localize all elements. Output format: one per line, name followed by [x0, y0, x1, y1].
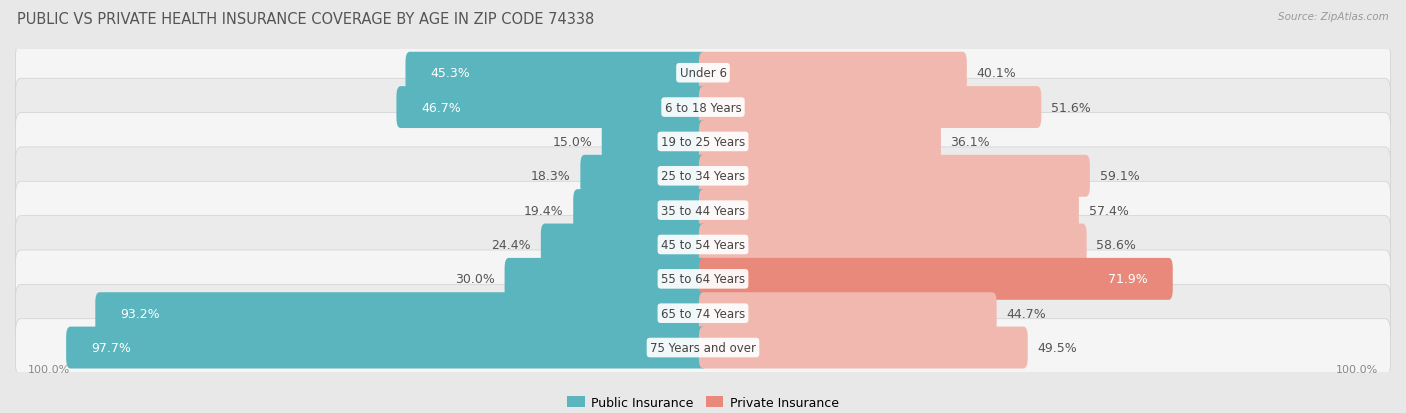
FancyBboxPatch shape	[505, 258, 707, 300]
Text: 40.1%: 40.1%	[977, 67, 1017, 80]
Text: 49.5%: 49.5%	[1038, 341, 1077, 354]
Text: 93.2%: 93.2%	[120, 307, 160, 320]
FancyBboxPatch shape	[699, 292, 997, 335]
Text: 55 to 64 Years: 55 to 64 Years	[661, 273, 745, 286]
FancyBboxPatch shape	[96, 292, 707, 335]
FancyBboxPatch shape	[699, 327, 1028, 369]
Text: 35 to 44 Years: 35 to 44 Years	[661, 204, 745, 217]
FancyBboxPatch shape	[15, 45, 1391, 102]
Text: 18.3%: 18.3%	[531, 170, 571, 183]
Text: 97.7%: 97.7%	[91, 341, 131, 354]
Text: 71.9%: 71.9%	[1108, 273, 1147, 286]
Text: 19.4%: 19.4%	[524, 204, 564, 217]
Text: 15.0%: 15.0%	[553, 135, 592, 149]
FancyBboxPatch shape	[66, 327, 707, 369]
FancyBboxPatch shape	[699, 121, 941, 163]
FancyBboxPatch shape	[699, 87, 1042, 129]
FancyBboxPatch shape	[581, 155, 707, 197]
FancyBboxPatch shape	[15, 319, 1391, 377]
FancyBboxPatch shape	[699, 224, 1087, 266]
FancyBboxPatch shape	[699, 190, 1078, 232]
Text: Source: ZipAtlas.com: Source: ZipAtlas.com	[1278, 12, 1389, 22]
FancyBboxPatch shape	[15, 182, 1391, 240]
Text: Under 6: Under 6	[679, 67, 727, 80]
FancyBboxPatch shape	[602, 121, 707, 163]
FancyBboxPatch shape	[15, 113, 1391, 171]
FancyBboxPatch shape	[15, 216, 1391, 274]
Text: 100.0%: 100.0%	[28, 364, 70, 374]
Text: 45.3%: 45.3%	[430, 67, 470, 80]
FancyBboxPatch shape	[15, 250, 1391, 308]
Text: 44.7%: 44.7%	[1007, 307, 1046, 320]
Text: 58.6%: 58.6%	[1097, 238, 1136, 252]
FancyBboxPatch shape	[699, 155, 1090, 197]
FancyBboxPatch shape	[699, 52, 967, 95]
Text: 59.1%: 59.1%	[1099, 170, 1139, 183]
FancyBboxPatch shape	[15, 79, 1391, 137]
FancyBboxPatch shape	[574, 190, 707, 232]
FancyBboxPatch shape	[541, 224, 707, 266]
Text: 25 to 34 Years: 25 to 34 Years	[661, 170, 745, 183]
Text: 100.0%: 100.0%	[1336, 364, 1378, 374]
Text: 36.1%: 36.1%	[950, 135, 990, 149]
Text: 46.7%: 46.7%	[422, 101, 461, 114]
Text: PUBLIC VS PRIVATE HEALTH INSURANCE COVERAGE BY AGE IN ZIP CODE 74338: PUBLIC VS PRIVATE HEALTH INSURANCE COVER…	[17, 12, 595, 27]
Text: 30.0%: 30.0%	[456, 273, 495, 286]
FancyBboxPatch shape	[15, 285, 1391, 342]
Text: 57.4%: 57.4%	[1088, 204, 1129, 217]
FancyBboxPatch shape	[405, 52, 707, 95]
Text: 19 to 25 Years: 19 to 25 Years	[661, 135, 745, 149]
Text: 75 Years and over: 75 Years and over	[650, 341, 756, 354]
Legend: Public Insurance, Private Insurance: Public Insurance, Private Insurance	[562, 391, 844, 413]
FancyBboxPatch shape	[396, 87, 707, 129]
Text: 24.4%: 24.4%	[492, 238, 531, 252]
Text: 51.6%: 51.6%	[1050, 101, 1091, 114]
FancyBboxPatch shape	[15, 147, 1391, 205]
Text: 6 to 18 Years: 6 to 18 Years	[665, 101, 741, 114]
Text: 65 to 74 Years: 65 to 74 Years	[661, 307, 745, 320]
Text: 45 to 54 Years: 45 to 54 Years	[661, 238, 745, 252]
FancyBboxPatch shape	[699, 258, 1173, 300]
